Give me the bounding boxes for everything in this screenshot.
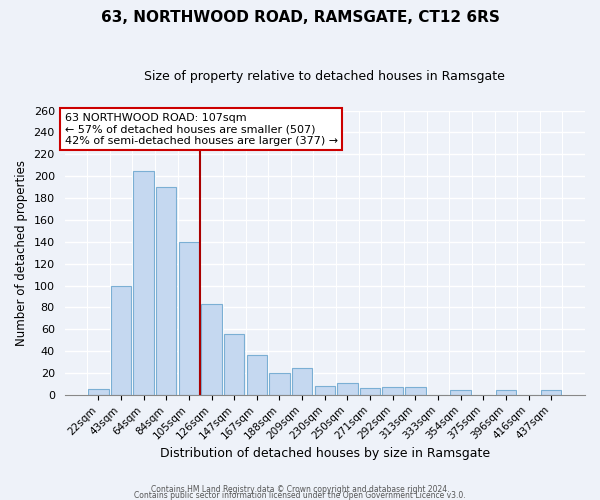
Bar	[337, 383, 358, 395]
Text: 63 NORTHWOOD ROAD: 107sqm
← 57% of detached houses are smaller (507)
42% of semi: 63 NORTHWOOD ROAD: 107sqm ← 57% of detac…	[65, 112, 338, 146]
Text: Contains HM Land Registry data © Crown copyright and database right 2024.: Contains HM Land Registry data © Crown c…	[151, 484, 449, 494]
Bar	[224, 334, 244, 395]
Bar	[451, 390, 471, 395]
Bar	[360, 388, 380, 395]
Bar	[405, 387, 425, 395]
Bar	[541, 390, 562, 395]
Text: Contains public sector information licensed under the Open Government Licence v3: Contains public sector information licen…	[134, 491, 466, 500]
Bar	[292, 368, 313, 395]
Bar	[111, 286, 131, 395]
Bar	[133, 170, 154, 395]
Bar	[382, 387, 403, 395]
Y-axis label: Number of detached properties: Number of detached properties	[15, 160, 28, 346]
Title: Size of property relative to detached houses in Ramsgate: Size of property relative to detached ho…	[145, 70, 505, 83]
Bar	[202, 304, 222, 395]
X-axis label: Distribution of detached houses by size in Ramsgate: Distribution of detached houses by size …	[160, 447, 490, 460]
Bar	[314, 386, 335, 395]
Text: 63, NORTHWOOD ROAD, RAMSGATE, CT12 6RS: 63, NORTHWOOD ROAD, RAMSGATE, CT12 6RS	[101, 10, 499, 25]
Bar	[496, 390, 516, 395]
Bar	[269, 373, 290, 395]
Bar	[156, 187, 176, 395]
Bar	[88, 390, 109, 395]
Bar	[179, 242, 199, 395]
Bar	[247, 356, 267, 395]
